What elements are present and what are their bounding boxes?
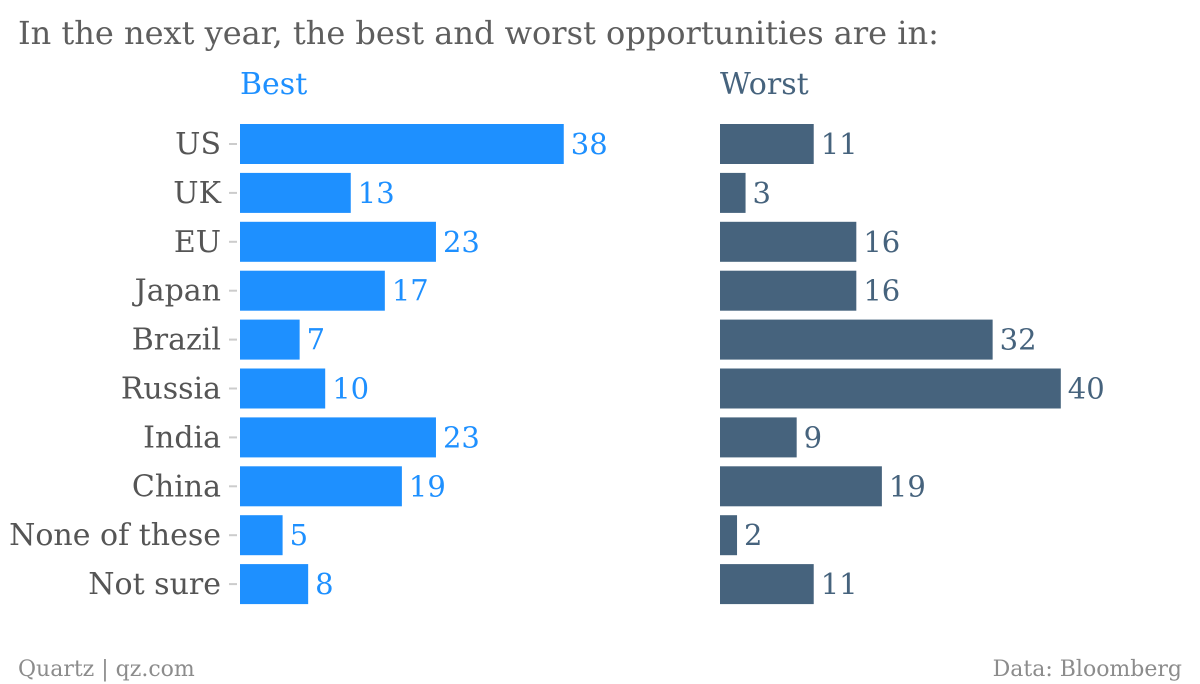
value-label-best-china: 19 (409, 469, 446, 503)
bar-best-eu (240, 221, 436, 262)
value-label-best-not-sure: 8 (315, 567, 333, 601)
bar-best-us (240, 124, 564, 164)
value-label-worst-uk: 3 (753, 176, 771, 210)
value-label-best-japan: 17 (392, 274, 429, 308)
category-label-none-of-these: None of these (9, 518, 221, 553)
bar-best-uk (240, 172, 351, 213)
value-label-best-brazil: 7 (307, 323, 325, 357)
category-label-uk: UK (173, 176, 221, 211)
value-label-best-us: 38 (571, 127, 608, 161)
panel-worst: Worst 11 3 16 16 32 40 9 19 2 11 (720, 67, 1105, 605)
bar-best-india (240, 417, 436, 458)
footer-source-left: Quartz | qz.com (18, 657, 195, 682)
bar-worst-india (720, 417, 797, 458)
value-label-worst-not-sure: 11 (821, 567, 858, 601)
bar-worst-russia (720, 368, 1061, 409)
bar-worst-japan (720, 270, 857, 311)
category-label-india: India (143, 420, 221, 455)
value-label-best-india: 23 (443, 420, 480, 454)
bar-best-japan (240, 270, 385, 311)
category-labels: US UK EU Japan Brazil Russia India China None of… (9, 127, 221, 602)
bar-worst-eu (720, 221, 857, 262)
value-label-worst-india: 9 (804, 420, 822, 454)
value-label-worst-eu: 16 (863, 225, 900, 259)
bar-best-none-of-these (240, 515, 283, 556)
panel-best: Best 38 13 23 17 710 23 19 58 (229, 67, 608, 605)
bar-worst-china (720, 466, 882, 507)
panel-title-best: Best (240, 67, 307, 102)
value-label-worst-japan: 16 (863, 274, 900, 308)
category-label-russia: Russia (121, 372, 221, 407)
bar-best-china (240, 466, 402, 507)
bar-best-russia (240, 368, 326, 409)
category-label-brazil: Brazil (132, 323, 221, 358)
value-label-worst-us: 11 (821, 127, 858, 161)
value-label-worst-brazil: 32 (1000, 323, 1037, 357)
bar-worst-not-sure (720, 564, 814, 605)
value-label-best-uk: 13 (358, 176, 395, 210)
category-label-not-sure: Not sure (88, 567, 221, 602)
value-label-best-russia: 10 (332, 372, 369, 406)
footer-source-right: Data: Bloomberg (993, 657, 1182, 682)
value-label-best-eu: 23 (443, 225, 480, 259)
chart-title: In the next year, the best and worst opp… (18, 14, 939, 52)
category-label-eu: EU (174, 225, 221, 260)
category-label-us: US (175, 127, 221, 162)
bar-best-not-sure (240, 564, 309, 605)
value-label-best-none-of-these: 5 (290, 518, 308, 552)
value-label-worst-china: 19 (889, 469, 926, 503)
bar-worst-none-of-these (720, 515, 738, 556)
panel-title-worst: Worst (720, 67, 809, 102)
bar-worst-brazil (720, 319, 993, 360)
value-label-worst-none-of-these: 2 (744, 518, 762, 552)
bar-worst-us (720, 124, 814, 164)
category-label-china: China (132, 469, 221, 504)
bar-best-brazil (240, 319, 300, 360)
category-label-japan: Japan (132, 274, 221, 309)
value-label-worst-russia: 40 (1068, 372, 1105, 406)
bar-worst-uk (720, 172, 746, 213)
